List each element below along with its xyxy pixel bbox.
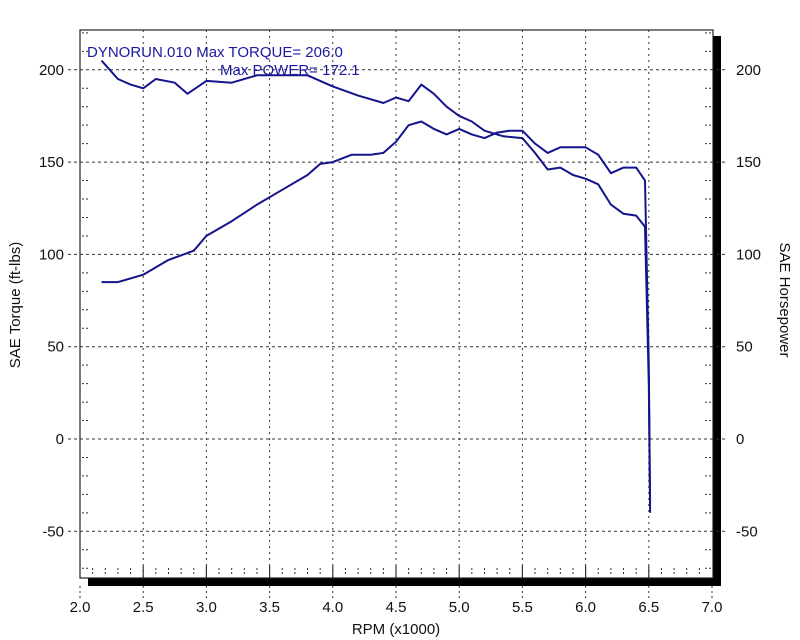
svg-text:7.0: 7.0 [702,599,723,616]
curves [100,59,652,513]
y-axis-ticks: 200 150 100 50 0 -50 [39,62,64,540]
svg-text:2.5: 2.5 [133,599,154,616]
svg-text:150: 150 [39,154,64,171]
x-axis-ticks: 2.0 2.5 3.0 3.5 4.0 4.5 5.0 5.5 6.0 6.5 7.0 [70,586,723,616]
svg-text:2.0: 2.0 [70,599,91,616]
svg-text:6.5: 6.5 [638,599,659,616]
y2-axis-title: SAE Horsepower [776,242,793,357]
plot-area [79,29,714,579]
svg-text:0: 0 [736,431,744,448]
y2-axis-ticks: 200 150 100 50 0 -50 [736,62,761,540]
grid-lines [68,30,725,578]
svg-text:6.0: 6.0 [575,599,596,616]
svg-text:0: 0 [56,431,64,448]
svg-text:-50: -50 [736,523,758,540]
svg-text:4.0: 4.0 [322,599,343,616]
svg-text:100: 100 [736,246,761,263]
plot-shadow [88,36,721,586]
torque-curve [100,59,652,513]
svg-text:200: 200 [736,62,761,79]
svg-text:4.5: 4.5 [386,599,407,616]
minor-ticks [82,32,711,575]
svg-text:200: 200 [39,62,64,79]
svg-text:100: 100 [39,246,64,263]
svg-text:-50: -50 [42,523,64,540]
x-axis-title: RPM (x1000) [352,621,440,638]
svg-text:5.5: 5.5 [512,599,533,616]
svg-text:150: 150 [736,154,761,171]
horsepower-curve [101,120,652,504]
svg-text:3.5: 3.5 [259,599,280,616]
svg-text:3.0: 3.0 [196,599,217,616]
svg-text:5.0: 5.0 [449,599,470,616]
svg-text:50: 50 [47,339,64,356]
svg-text:50: 50 [736,339,753,356]
y-axis-title: SAE Torque (ft-lbs) [7,242,24,368]
annotation-power: Max POWER= 172.1 [220,62,360,79]
annotation-torque: DYNORUN.010 Max TORQUE= 206.0 [87,44,343,61]
